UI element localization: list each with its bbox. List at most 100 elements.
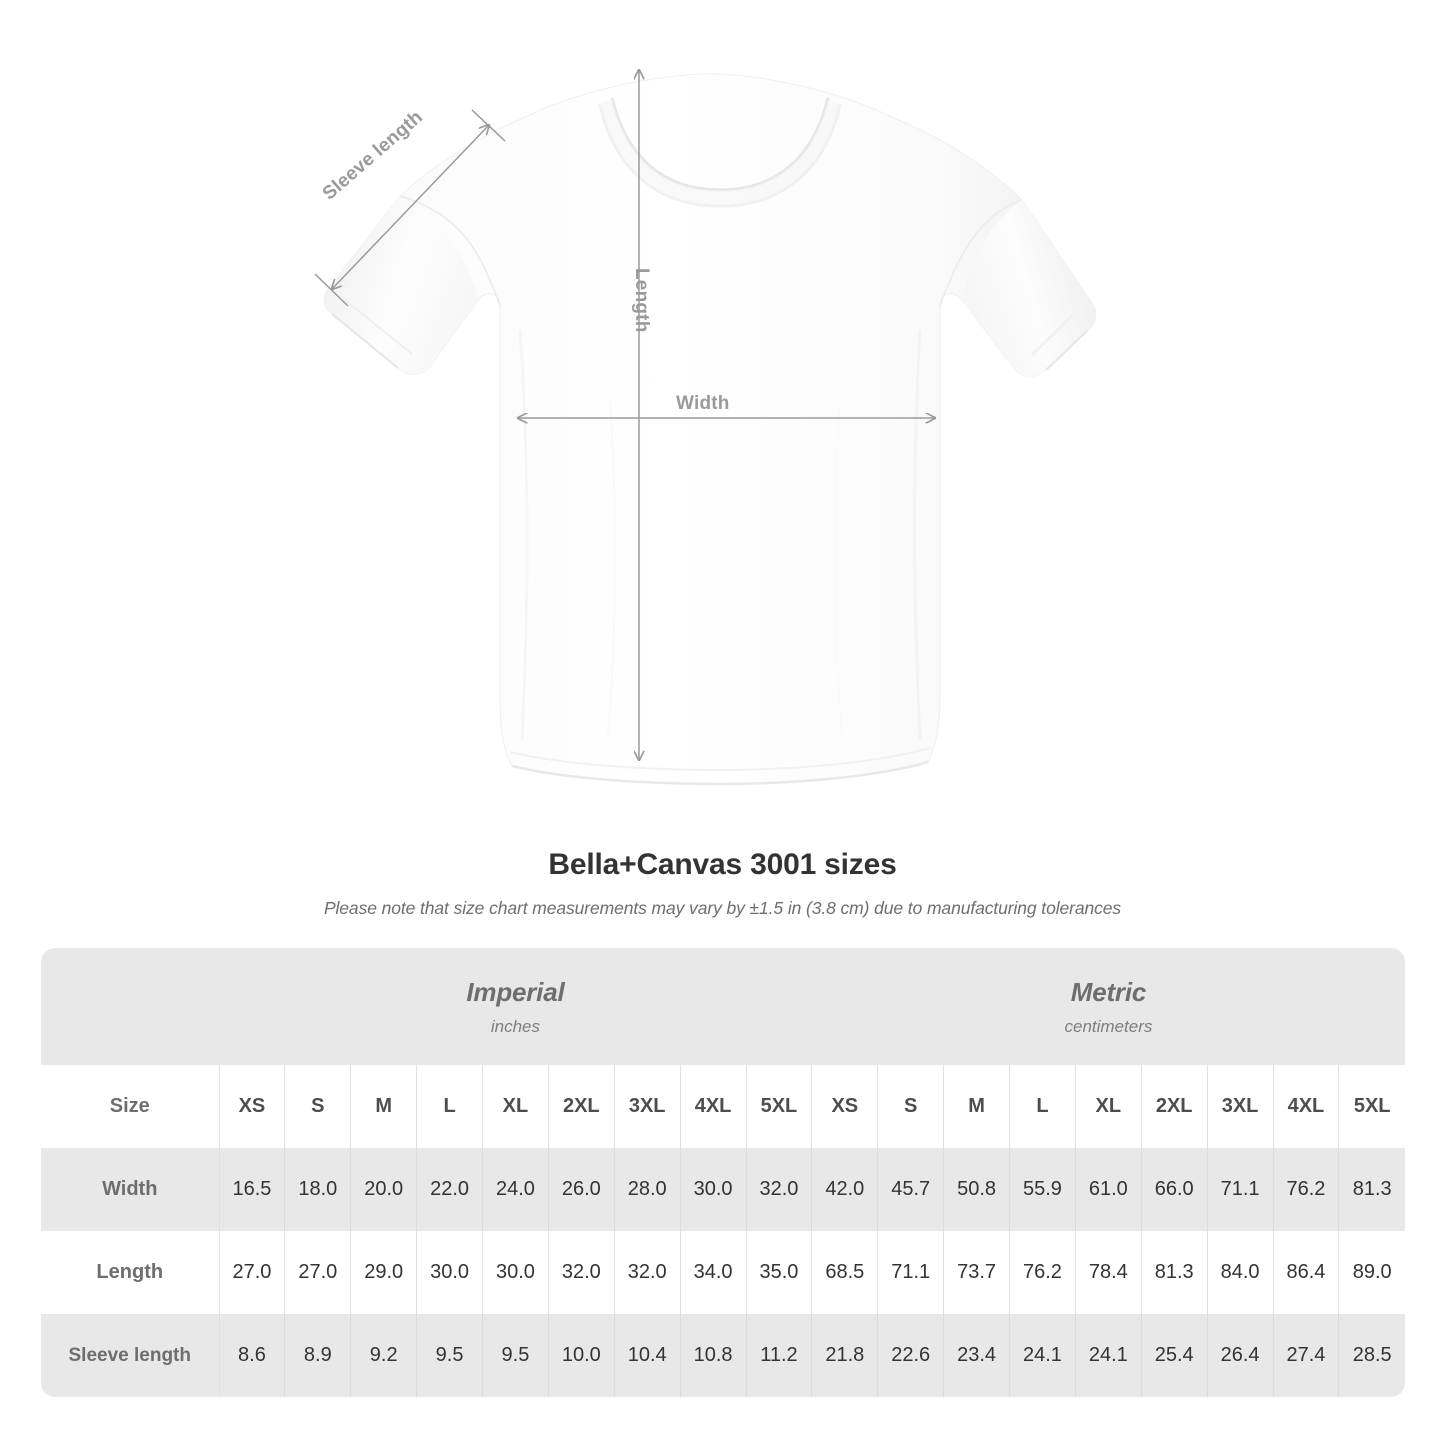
size-column-header: M: [350, 1065, 417, 1148]
measurement-row-label: Length: [41, 1231, 219, 1314]
measurement-cell: 66.0: [1140, 1148, 1208, 1231]
table-row: Sleeve length 8.6 8.9 9.2 9.5 9.5 10.0 10.4 10.8…: [41, 1314, 1405, 1397]
title-block: Bella+Canvas 3001 sizes Please note that…: [0, 848, 1445, 919]
measurement-cell: 30.0: [482, 1231, 549, 1314]
sleeve-cap-lower: [314, 273, 349, 307]
table-row: Width 16.5 18.0 20.0 22.0 24.0 26.0 28.0 30.0 32.…: [41, 1148, 1405, 1231]
measurement-cell: 32.0: [547, 1231, 615, 1314]
measurement-cell: 10.0: [547, 1314, 615, 1397]
measurement-cell: 24.1: [1009, 1314, 1076, 1397]
measurement-cell: 30.0: [679, 1148, 746, 1231]
size-column-header: 3XL: [1206, 1065, 1273, 1148]
measurement-cell: 8.6: [218, 1314, 285, 1397]
width-label: Width: [676, 393, 730, 414]
measurement-cell: 9.5: [416, 1314, 483, 1397]
measurement-cell: 9.2: [350, 1314, 417, 1397]
measurement-cell: 10.8: [679, 1314, 746, 1397]
size-column-header: S: [877, 1065, 944, 1148]
measurement-cell: 68.5: [811, 1231, 878, 1314]
measurement-cell: 25.4: [1140, 1314, 1208, 1397]
measurement-cell: 21.8: [811, 1314, 878, 1397]
size-column-header: XS: [218, 1065, 285, 1148]
measurement-cell: 76.2: [1009, 1231, 1076, 1314]
size-column-header: S: [284, 1065, 351, 1148]
measurement-cell: 24.0: [482, 1148, 549, 1231]
measurement-cell: 55.9: [1009, 1148, 1076, 1231]
unit-group-header: Metric centimeters: [811, 948, 1405, 1065]
measurement-cell: 76.2: [1272, 1148, 1339, 1231]
size-column-header: XS: [811, 1065, 878, 1148]
measurement-cell: 20.0: [350, 1148, 417, 1231]
measurement-cell: 27.0: [284, 1231, 351, 1314]
size-column-header: L: [1009, 1065, 1076, 1148]
measurement-row-label: Sleeve length: [41, 1314, 219, 1397]
measurement-cell: 24.1: [1074, 1314, 1142, 1397]
measurement-cell: 9.5: [482, 1314, 549, 1397]
unit-header-row: Imperial inches Metric centimeters: [41, 948, 1405, 1065]
measurement-cell: 89.0: [1338, 1231, 1405, 1314]
measurement-cell: 28.0: [613, 1148, 681, 1231]
size-column-header: 2XL: [1140, 1065, 1208, 1148]
measurement-cell: 35.0: [745, 1231, 812, 1314]
measurement-cell: 71.1: [1206, 1148, 1273, 1231]
measurement-cell: 23.4: [943, 1314, 1010, 1397]
sleeve-cap-upper: [471, 109, 506, 142]
size-column-header: XL: [1074, 1065, 1142, 1148]
size-column-header: L: [416, 1065, 483, 1148]
size-column-header: 4XL: [679, 1065, 746, 1148]
measurement-cell: 71.1: [877, 1231, 944, 1314]
unit-group-subtitle: centimeters: [1064, 1016, 1153, 1036]
tshirt-graphic: [323, 73, 1097, 786]
measurement-cell: 42.0: [811, 1148, 878, 1231]
measurement-cell: 34.0: [679, 1231, 746, 1314]
measurement-cell: 32.0: [745, 1148, 812, 1231]
tshirt-diagram: Sleeve length Length Width: [314, 0, 1097, 786]
unit-group-name: Metric: [1070, 976, 1147, 1007]
measurement-cell: 18.0: [284, 1148, 351, 1231]
sleeve-length-dimension-line: [332, 125, 489, 289]
measurement-cell: 78.4: [1074, 1231, 1142, 1314]
tolerance-note: Please note that size chart measurements…: [323, 898, 1122, 918]
measurement-cell: 27.4: [1272, 1314, 1339, 1397]
dimension-lines: [314, 70, 935, 760]
measurement-cell: 61.0: [1074, 1148, 1142, 1231]
unit-group-name: Imperial: [466, 976, 565, 1007]
measurement-row-label: Width: [41, 1148, 219, 1231]
measurement-cell: 81.3: [1338, 1148, 1405, 1231]
measurement-cell: 86.4: [1272, 1231, 1339, 1314]
measurement-cell: 73.7: [943, 1231, 1010, 1314]
measurement-cell: 22.6: [877, 1314, 944, 1397]
size-column-header: 3XL: [613, 1065, 681, 1148]
measurement-cell: 16.5: [218, 1148, 285, 1231]
measurement-cell: 29.0: [350, 1231, 417, 1314]
size-column-header: 5XL: [745, 1065, 812, 1148]
measurement-cell: 50.8: [943, 1148, 1010, 1231]
measurement-cell: 30.0: [416, 1231, 483, 1314]
measurement-cell: 11.2: [745, 1314, 812, 1397]
unit-header-spacer: [41, 948, 219, 1065]
page-title: Bella+Canvas 3001 sizes: [548, 848, 897, 881]
size-chart-table: Imperial inches Metric centimeters Size XS S M L…: [41, 948, 1405, 1397]
measurement-cell: 32.0: [613, 1231, 681, 1314]
size-column-header: XL: [482, 1065, 549, 1148]
size-column-header: 5XL: [1338, 1065, 1405, 1148]
size-column-header: 4XL: [1272, 1065, 1339, 1148]
measurement-cell: 26.0: [547, 1148, 615, 1231]
measurement-cell: 84.0: [1206, 1231, 1273, 1314]
measurement-cell: 27.0: [218, 1231, 285, 1314]
measurement-cell: 10.4: [613, 1314, 681, 1397]
measurement-cell: 22.0: [416, 1148, 483, 1231]
size-row-label: Size: [41, 1065, 219, 1148]
measurement-cell: 28.5: [1338, 1314, 1405, 1397]
size-header-row: Size XS S M L XL 2XL 3XL 4XL 5XL XS S M L XL 2XL 3XL 4XL 5…: [41, 1065, 1405, 1148]
size-column-header: M: [943, 1065, 1010, 1148]
length-label: Length: [631, 268, 652, 333]
measurement-cell: 81.3: [1140, 1231, 1208, 1314]
measurement-cell: 8.9: [284, 1314, 351, 1397]
unit-group-header: Imperial inches: [219, 948, 812, 1065]
unit-group-subtitle: inches: [490, 1016, 540, 1036]
measurement-cell: 26.4: [1206, 1314, 1273, 1397]
table-row: Length 27.0 27.0 29.0 30.0 30.0 32.0 32.0 34.0 35…: [41, 1231, 1405, 1314]
size-column-header: 2XL: [547, 1065, 615, 1148]
measurement-cell: 45.7: [877, 1148, 944, 1231]
